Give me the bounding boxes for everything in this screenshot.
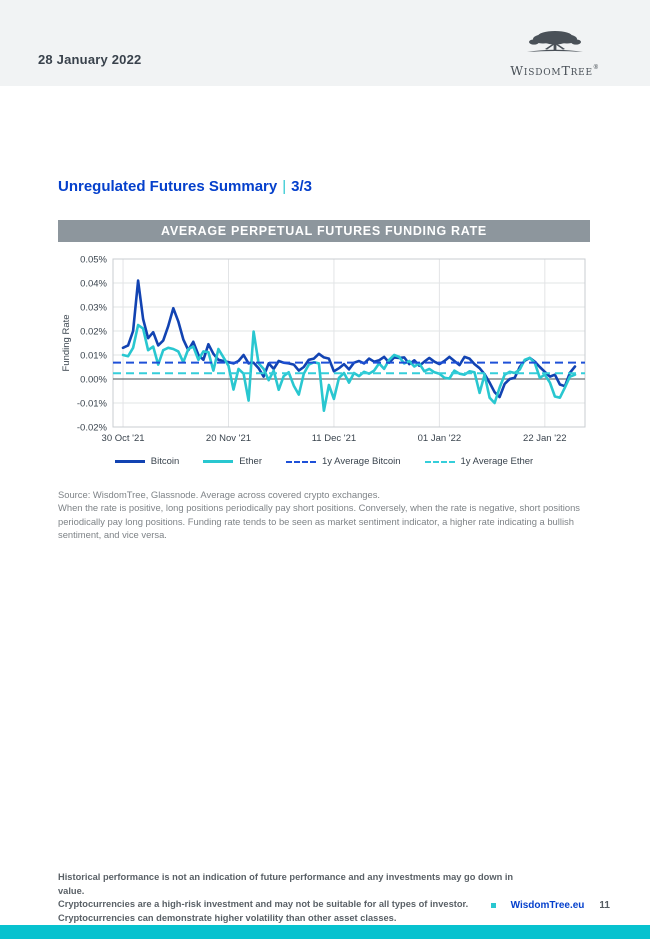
footer-right: WisdomTree.eu 11 (490, 900, 610, 911)
y-tick-label: 0.05% (80, 254, 107, 265)
wisdomtree-logo: WisdomTree® (510, 27, 600, 77)
title-page-fraction: 3/3 (291, 178, 312, 195)
title-separator: | (282, 178, 287, 195)
legend-swatch-icon (114, 460, 145, 463)
y-tick-label: 0.03% (80, 302, 107, 313)
chart-legend: Bitcoin Ether 1y Average Bitcoin 1y Average… (58, 456, 590, 467)
legend-swatch-icon (203, 460, 234, 463)
y-tick-label: 0.02% (80, 326, 107, 337)
legend-label: Ether (239, 456, 262, 467)
chart-area: 0.05% 0.04% 0.03% 0.02% 0.01% 0.00% -0.01% -0.0… (58, 243, 590, 458)
bottom-accent-bar (0, 925, 650, 939)
registered-mark: ® (592, 64, 600, 71)
bitcoin-line (121, 279, 577, 399)
x-tick-label: 20 Nov '21 (206, 433, 251, 444)
legend-item-ether: Ether (203, 456, 262, 467)
ether-line (121, 323, 577, 412)
y-tick-label: -0.02% (77, 422, 108, 433)
x-tick-label: 30 Oct '21 (102, 433, 145, 444)
legend-label: 1y Average Ether (460, 456, 534, 467)
x-tick-label: 01 Jan '22 (418, 433, 462, 444)
y-axis-title: Funding Rate (61, 314, 72, 371)
disclaimer-line-1: Historical performance is not an indicat… (58, 872, 514, 896)
teal-bullet-icon (490, 903, 496, 908)
wisdomtree-wordmark: WisdomTree® (510, 62, 600, 77)
page-number: 11 (599, 900, 610, 911)
legend-item-1y-average-bitcoin: 1y Average Bitcoin (286, 456, 401, 467)
x-tick-label: 22 Jan '22 (523, 433, 567, 444)
legend-item-bitcoin: Bitcoin (114, 456, 180, 467)
footer-disclaimer: Historical performance is not an indicat… (58, 871, 528, 925)
website-link[interactable]: WisdomTree.eu (510, 900, 585, 911)
funding-rate-chart: 0.05% 0.04% 0.03% 0.02% 0.01% 0.00% -0.01% -0.0… (61, 254, 586, 444)
chart-title-banner: AVERAGE PERPETUAL FUTURES FUNDING RATE (58, 220, 590, 242)
brand-text: WisdomTree (510, 63, 593, 78)
plot-border (112, 258, 586, 428)
legend-label: Bitcoin (150, 456, 180, 467)
source-note: Source: WisdomTree, Glassnode. Average a… (58, 488, 610, 542)
y-tick-label: 0.01% (80, 350, 107, 361)
y-tick-label: 0.00% (80, 374, 107, 385)
source-body: When the rate is positive, long position… (58, 502, 580, 541)
disclaimer-line-3: Cryptocurrencies can demonstrate higher … (58, 912, 397, 923)
page-title: Unregulated Futures Summary | 3/3 (58, 178, 312, 195)
legend-swatch-icon (286, 460, 316, 463)
legend-label: 1y Average Bitcoin (322, 456, 401, 467)
page-header: 28 January 2022 WisdomTree® (0, 0, 650, 86)
title-text: Unregulated Futures Summary (58, 178, 278, 195)
x-tick-label: 11 Dec '21 (312, 433, 356, 444)
legend-item-1y-average-ether: 1y Average Ether (424, 456, 534, 467)
source-line: Source: WisdomTree, Glassnode. Average a… (58, 489, 381, 500)
report-date: 28 January 2022 (38, 52, 142, 67)
y-tick-label: -0.01% (77, 398, 108, 409)
legend-swatch-icon (424, 460, 455, 463)
tree-icon (527, 31, 583, 52)
y-tick-label: 0.04% (80, 278, 107, 289)
disclaimer-line-2: Cryptocurrencies are a high-risk investm… (58, 899, 469, 910)
